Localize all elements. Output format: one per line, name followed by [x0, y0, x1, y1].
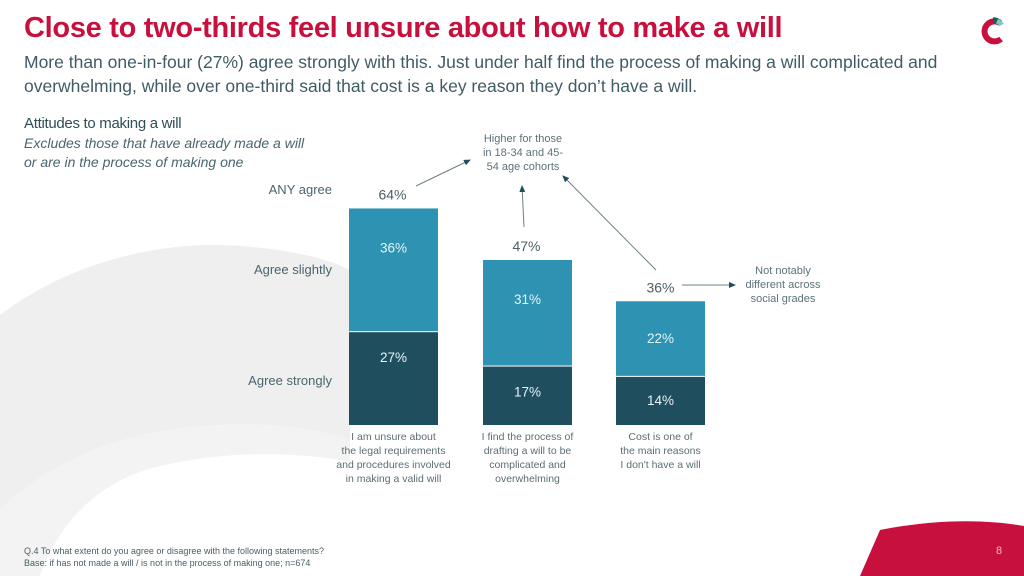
- category-label-1: I am unsure about the legal requirements a…: [329, 430, 459, 486]
- row-label-any-agree: ANY agree: [268, 182, 332, 197]
- annotation-social-line-2: different across: [745, 279, 821, 291]
- annotation-age-line-2: in 18-34 and 45-: [482, 147, 564, 159]
- slide-subtitle: More than one-in-four (27%) agree strong…: [24, 52, 938, 96]
- annotation-social-line-3: social grades: [750, 293, 816, 305]
- label-any-agree-2: 47%: [512, 238, 540, 254]
- label-agree-strongly-2: 17%: [514, 385, 541, 400]
- label-any-agree-3: 36%: [646, 279, 674, 295]
- annotation-social-grades: Not notably different across social grad…: [728, 264, 838, 306]
- bar-agree-strongly-2: [483, 366, 572, 425]
- category-label-3-line-3: I don't have a will: [620, 459, 701, 471]
- arrow-36-to-age-note: [562, 175, 657, 271]
- slide-title: Close to two-thirds feel unsure about ho…: [24, 12, 783, 44]
- label-agree-strongly-1: 27%: [380, 350, 407, 365]
- category-label-2-line-1: I find the process of: [481, 431, 574, 443]
- category-label-3-line-1: Cost is one of: [628, 431, 693, 443]
- brand-c-logo-icon: [981, 17, 1004, 45]
- annotation-age-cohorts: Higher for those in 18-34 and 45- 54 age…: [468, 132, 578, 174]
- label-agree-slightly-1: 36%: [380, 240, 407, 255]
- category-label-1-line-4: in making a valid will: [345, 473, 442, 485]
- bar-agree-strongly-1: [349, 332, 438, 425]
- footer-question: Q.4 To what extent do you agree or disag…: [24, 546, 325, 556]
- category-label-2-line-3: complicated and: [489, 459, 566, 471]
- category-label-1-line-3: and procedures involved: [336, 459, 451, 471]
- label-agree-slightly-3: 22%: [647, 331, 674, 346]
- category-label-1-line-2: the legal requirements: [341, 445, 446, 457]
- bar-agree-slightly-1: [349, 208, 438, 332]
- background-gray-arc: [0, 0, 360, 320]
- background-gray-lower: [0, 424, 350, 576]
- bar-agree-slightly-3: [616, 301, 705, 376]
- row-label-agree-strongly: Agree strongly: [248, 373, 332, 388]
- category-label-3-line-2: the main reasons: [620, 445, 701, 457]
- section-title: Attitudes to making a will: [24, 115, 182, 132]
- category-label-2: I find the process of drafting a will to …: [463, 430, 593, 486]
- bar-agree-strongly-3: [616, 376, 705, 425]
- arrow-64-to-age-note: [415, 159, 471, 187]
- category-label-2-line-2: drafting a will to be: [483, 445, 572, 457]
- bar-agree-slightly-2: [483, 260, 572, 366]
- background-gray-band: [0, 245, 350, 510]
- category-label-2-line-4: overwhelming: [495, 473, 560, 485]
- section-note-line-1: Excludes those that have already made a …: [24, 135, 305, 151]
- section-note: Excludes those that have already made a …: [24, 134, 304, 172]
- annotation-arrows: [415, 159, 736, 288]
- section-note-line-2: or are in the process of making one: [24, 154, 244, 170]
- arrow-47-to-age-note: [519, 185, 526, 228]
- label-any-agree-1: 64%: [378, 186, 406, 202]
- category-label-1-line-1: I am unsure about: [351, 431, 436, 443]
- annotation-age-line-1: Higher for those: [483, 133, 563, 145]
- label-agree-slightly-2: 31%: [514, 292, 541, 307]
- label-agree-strongly-3: 14%: [647, 393, 674, 408]
- row-label-agree-slightly: Agree slightly: [253, 262, 332, 277]
- page-number-corner-band: [860, 521, 1024, 576]
- footer-base: Base: if has not made a will / is not in…: [24, 558, 311, 568]
- footer-notes: Q.4 To what extent do you agree or disag…: [24, 545, 324, 569]
- category-label-3: Cost is one of the main reasons I don't ha…: [596, 430, 726, 472]
- page-number: 8: [996, 545, 1003, 557]
- annotation-age-line-3: 54 age cohorts: [486, 161, 560, 173]
- bars-group: 27% 36% 64% 17% 31% 47% 14% 22% 36%: [349, 186, 705, 425]
- annotation-social-line-1: Not notably: [755, 265, 811, 277]
